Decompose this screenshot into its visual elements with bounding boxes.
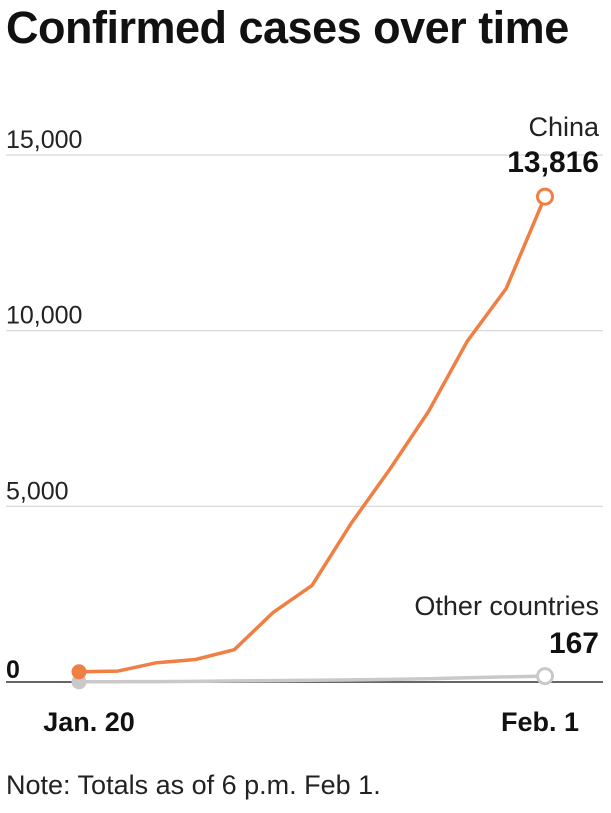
series-value-label: 167 — [549, 627, 599, 660]
series-line-other-countries — [77, 674, 547, 684]
series-name-label: Other countries — [414, 591, 599, 621]
series-end-point — [536, 187, 554, 206]
line-chart: 0 5,000 10,000 15,000 Jan. 20 Feb. 1 China 13… — [6, 112, 603, 737]
series-end-labels: China 13,816 Other countries 167 — [414, 112, 600, 660]
series-lines — [71, 187, 554, 690]
series-name-label: China — [528, 112, 600, 142]
series-start-point — [71, 664, 87, 680]
y-tick-label: 0 — [6, 656, 20, 684]
footnote: Note: Totals as of 6 p.m. Feb 1. — [6, 770, 381, 800]
series-line-china — [77, 194, 547, 674]
y-tick-label: 15,000 — [6, 126, 82, 154]
x-tick-label: Feb. 1 — [501, 707, 579, 737]
series-value-label: 13,816 — [507, 146, 599, 179]
y-axis-ticks: 0 5,000 10,000 15,000 — [6, 126, 82, 684]
series-end-point — [536, 667, 554, 686]
y-tick-label: 10,000 — [6, 302, 82, 330]
x-tick-label: Jan. 20 — [43, 707, 135, 737]
y-tick-label: 5,000 — [6, 477, 69, 505]
chart-title: Confirmed cases over time — [6, 2, 569, 53]
x-axis-ticks: Jan. 20 Feb. 1 — [43, 707, 579, 737]
